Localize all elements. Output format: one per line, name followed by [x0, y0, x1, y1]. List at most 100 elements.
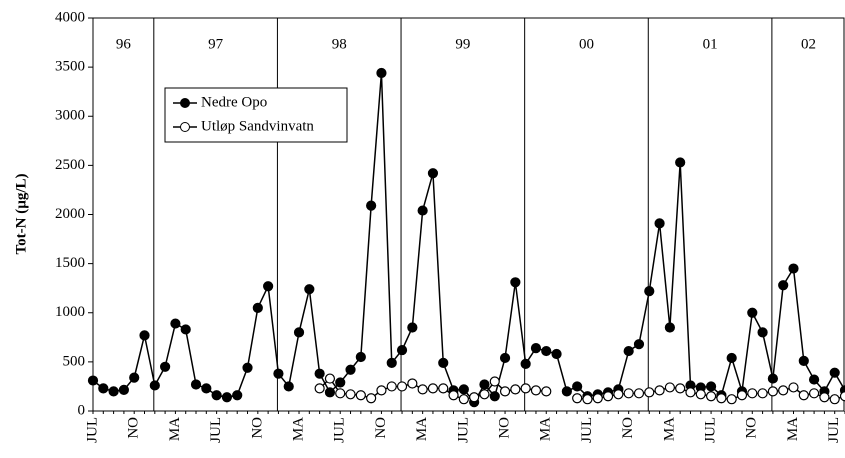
- data-point: [510, 277, 521, 288]
- data-point: [572, 393, 583, 404]
- x-tick-label: NO: [249, 417, 265, 439]
- data-point: [396, 344, 408, 356]
- plot-frame: [92, 17, 845, 412]
- data-point: [499, 386, 511, 397]
- data-point: [324, 387, 336, 398]
- data-point: [139, 330, 150, 341]
- data-point: [479, 379, 490, 390]
- y-tick-label: 1500: [55, 255, 85, 271]
- data-point: [695, 389, 706, 400]
- data-point: [458, 394, 469, 405]
- data-point: [489, 391, 500, 402]
- data-point: [829, 367, 840, 378]
- data-point: [778, 385, 789, 396]
- data-point: [633, 339, 645, 350]
- data-point: [108, 386, 119, 397]
- period-label: 01: [703, 36, 718, 52]
- legend-box: [164, 87, 348, 143]
- data-point: [551, 348, 562, 360]
- data-point: [685, 387, 696, 398]
- data-point: [283, 381, 294, 392]
- x-tick-label: MA: [785, 417, 801, 441]
- period-label: 98: [332, 36, 347, 52]
- data-point: [726, 394, 737, 405]
- data-point: [561, 386, 572, 397]
- data-point: [808, 374, 820, 385]
- data-point: [355, 390, 366, 401]
- x-tick-label: NO: [373, 417, 389, 439]
- data-point: [541, 345, 552, 357]
- data-point: [87, 375, 99, 386]
- data-point: [458, 384, 469, 395]
- legend-label: Utløp Sandvinvatn: [201, 118, 314, 134]
- data-point: [479, 389, 490, 400]
- data-point: [366, 393, 377, 404]
- data-point: [417, 384, 428, 395]
- x-tick-label: JUL: [703, 417, 719, 443]
- data-point: [767, 373, 778, 384]
- data-point: [623, 388, 634, 399]
- x-tick-label: JUL: [84, 417, 100, 443]
- data-point: [808, 388, 820, 399]
- data-point: [438, 383, 449, 394]
- data-point: [448, 390, 459, 401]
- data-point: [201, 383, 212, 394]
- data-point: [273, 368, 284, 379]
- x-tick-label: MA: [538, 417, 554, 441]
- data-point: [190, 379, 202, 390]
- x-tick-label: JUL: [455, 417, 471, 443]
- legend-marker: [180, 122, 190, 132]
- data-point: [118, 384, 130, 395]
- data-point: [304, 284, 315, 295]
- data-point: [98, 383, 109, 394]
- data-point: [396, 381, 408, 392]
- data-point: [438, 357, 449, 368]
- x-tick-label: NO: [126, 417, 142, 439]
- data-point: [623, 345, 634, 357]
- x-tick-label: JUL: [826, 417, 842, 443]
- x-tick-label: MA: [167, 417, 183, 441]
- data-point: [572, 381, 583, 392]
- data-point: [582, 394, 593, 405]
- data-point: [675, 157, 686, 168]
- period-label: 02: [801, 36, 816, 52]
- data-point: [644, 387, 655, 398]
- data-point: [520, 358, 531, 369]
- y-tick-label: 4000: [55, 9, 85, 25]
- data-point: [407, 322, 418, 333]
- data-point: [788, 382, 799, 393]
- data-point: [345, 364, 356, 375]
- x-tick-label: JUL: [208, 417, 224, 443]
- period-label: 97: [208, 36, 224, 52]
- data-point: [314, 383, 325, 394]
- y-tick-label: 500: [63, 353, 86, 369]
- y-tick-label: 1000: [55, 304, 85, 320]
- data-point: [654, 385, 665, 396]
- data-point: [530, 385, 542, 396]
- data-point: [180, 324, 191, 335]
- data-point: [170, 318, 181, 329]
- data-point: [747, 307, 758, 318]
- data-point: [778, 280, 789, 291]
- data-point: [798, 355, 809, 366]
- y-tick-label: 2000: [55, 206, 85, 222]
- y-tick-label: 2500: [55, 157, 85, 173]
- data-point: [129, 372, 140, 383]
- data-point: [221, 392, 233, 403]
- data-point: [541, 386, 552, 397]
- data-point: [366, 200, 377, 211]
- period-label: 00: [579, 36, 594, 52]
- x-tick-label: MA: [661, 417, 677, 441]
- x-tick-label: MA: [414, 417, 430, 441]
- data-point: [499, 352, 511, 364]
- legend-label: Nedre Opo: [201, 94, 267, 110]
- x-tick-label: JUL: [332, 417, 348, 443]
- data-point: [757, 388, 768, 399]
- data-point: [613, 389, 624, 400]
- data-point: [798, 390, 809, 401]
- data-point: [263, 281, 274, 292]
- data-point: [469, 392, 480, 403]
- data-point: [705, 381, 717, 392]
- data-point: [242, 362, 253, 373]
